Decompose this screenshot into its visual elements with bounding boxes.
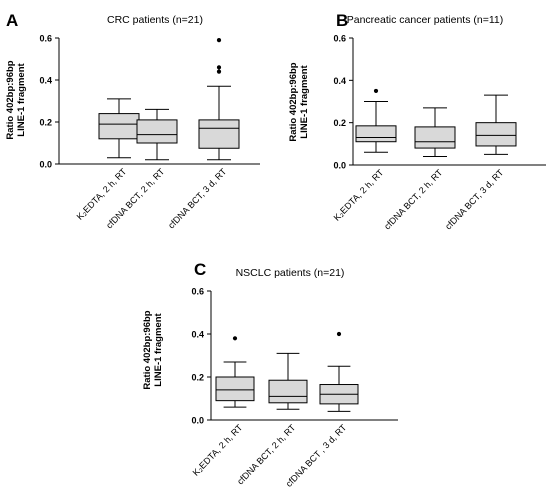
y-tick-label: 0.2	[39, 118, 52, 128]
y-tick-label: 0.0	[39, 160, 52, 170]
box-1: K₂EDTA, 2 h, RT	[332, 88, 397, 223]
y-tick-label: 0.4	[39, 76, 52, 86]
y-axis-label: Ratio 402bp:96bpLINE-1 fragment	[288, 62, 310, 141]
panel-letter: C	[194, 260, 206, 279]
y-tick-label: 0.6	[39, 34, 52, 44]
y-tick-label: 0.6	[191, 287, 204, 297]
box-iqr	[215, 376, 255, 402]
chart-title: CRC patients (n=21)	[107, 14, 203, 26]
y-axis-label: Ratio 402bp:96bpLINE-1 fragment	[142, 310, 164, 389]
outlier-point	[232, 336, 238, 341]
x-tick-label: cfDNA BCT, 3 d, RT	[443, 167, 506, 231]
panel-letter: A	[6, 11, 18, 30]
box-iqr	[414, 126, 456, 149]
box-iqr	[355, 125, 397, 143]
box-iqr	[198, 119, 240, 149]
y-tick-label: 0.0	[333, 161, 346, 171]
outlier-point	[216, 69, 222, 74]
box-iqr	[136, 119, 178, 144]
y-tick-label: 0.4	[191, 330, 204, 340]
x-tick-label: cfDNA BCT, 3 d, RT	[166, 166, 229, 230]
y-tick-label: 0.2	[333, 118, 346, 128]
chart-title: Pancreatic cancer patients (n=11)	[347, 14, 504, 26]
y-axis-label: Ratio 402bp:96bpLINE-1 fragment	[5, 60, 27, 139]
box-3: cfDNA BCT, 3 d, RT	[443, 94, 517, 231]
y-tick-label: 0.2	[191, 373, 204, 383]
outlier-point	[216, 65, 222, 70]
outlier-point	[373, 88, 379, 94]
outlier-point	[216, 38, 222, 43]
y-tick-label: 0.0	[191, 416, 204, 426]
box-iqr	[98, 113, 140, 140]
y-tick-label: 0.6	[333, 34, 346, 44]
outlier-point	[336, 331, 342, 337]
box-3: cfDNA BCT , 3 d, RT	[284, 331, 359, 489]
panel-a: A CRC patients (n=21) Ratio 402bp:96bpLINE…	[5, 11, 260, 230]
chart-title: NSCLC patients (n=21)	[236, 267, 345, 279]
box-iqr	[475, 122, 517, 147]
y-tick-label: 0.4	[333, 76, 346, 86]
x-tick-label: K₂EDTA, 2 h, RT	[332, 167, 386, 223]
x-tick-label: cfDNA BCT, 2 h, RT	[382, 167, 445, 231]
x-tick-label: K₂EDTA, 2 h, RT	[191, 422, 245, 478]
box-1: K₂EDTA, 2 h, RT	[191, 336, 255, 478]
box-iqr	[268, 379, 308, 404]
panel-letter: B	[336, 11, 348, 30]
panel-c: C NSCLC patients (n=21) Ratio 402bp:96bpLI…	[142, 260, 398, 489]
